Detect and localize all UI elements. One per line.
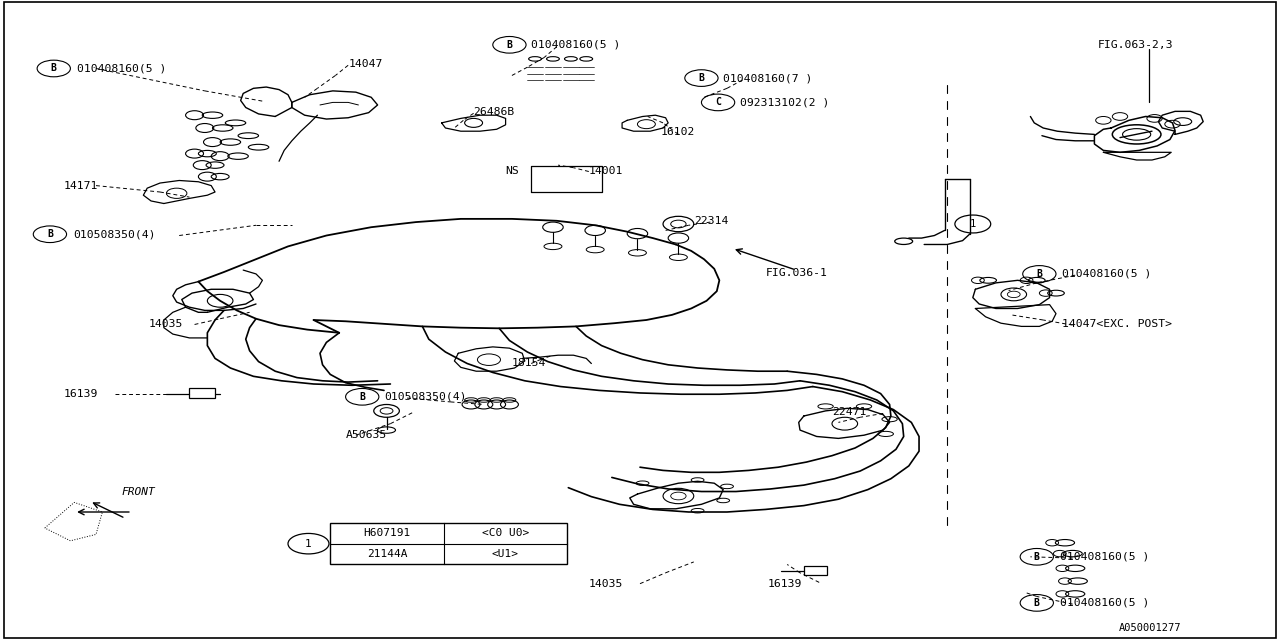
Text: 1: 1: [970, 219, 975, 229]
Text: A050001277: A050001277: [1119, 623, 1181, 634]
Text: 010408160(5 ): 010408160(5 ): [77, 63, 166, 74]
Text: 010508350(4): 010508350(4): [73, 229, 155, 239]
Text: C: C: [716, 97, 721, 108]
Text: FIG.036-1: FIG.036-1: [765, 268, 827, 278]
Text: 16102: 16102: [660, 127, 695, 138]
Text: 14035: 14035: [589, 579, 623, 589]
Text: B: B: [47, 229, 52, 239]
Text: B: B: [360, 392, 365, 402]
Text: 010408160(5 ): 010408160(5 ): [1060, 552, 1149, 562]
Text: 21144A: 21144A: [367, 549, 407, 559]
Bar: [330, 523, 567, 564]
Text: 010408160(5 ): 010408160(5 ): [531, 40, 621, 50]
Text: 092313102(2 ): 092313102(2 ): [740, 97, 829, 108]
Text: 010408160(5 ): 010408160(5 ): [1060, 598, 1149, 608]
Text: 010408160(5 ): 010408160(5 ): [1062, 269, 1152, 279]
Text: 14047<EXC. POST>: 14047<EXC. POST>: [1062, 319, 1172, 329]
Text: 22314: 22314: [694, 216, 728, 226]
Text: <C0 U0>: <C0 U0>: [481, 528, 529, 538]
Text: 14035: 14035: [148, 319, 183, 329]
Text: FRONT: FRONT: [122, 487, 155, 497]
Text: 010408160(7 ): 010408160(7 ): [723, 73, 813, 83]
Text: 010508350(4): 010508350(4): [384, 392, 466, 402]
Text: 14171: 14171: [64, 180, 99, 191]
Bar: [804, 566, 827, 575]
Text: B: B: [699, 73, 704, 83]
Text: B: B: [1037, 269, 1042, 279]
Text: 14001: 14001: [589, 166, 623, 176]
Text: 16139: 16139: [768, 579, 803, 589]
Text: A50635: A50635: [346, 430, 387, 440]
Bar: [189, 388, 215, 398]
Text: 18154: 18154: [512, 358, 547, 368]
Text: 26486B: 26486B: [474, 107, 515, 117]
Text: B: B: [1034, 598, 1039, 608]
Text: 14047: 14047: [348, 59, 383, 69]
Text: B: B: [507, 40, 512, 50]
Text: 22471: 22471: [832, 407, 867, 417]
Text: <U1>: <U1>: [492, 549, 518, 559]
Text: B: B: [51, 63, 56, 74]
Text: H607191: H607191: [364, 528, 411, 538]
Text: B: B: [1034, 552, 1039, 562]
Text: 1: 1: [305, 539, 312, 548]
Text: NS: NS: [506, 166, 520, 176]
Text: 16139: 16139: [64, 388, 99, 399]
Text: FIG.063-2,3: FIG.063-2,3: [1098, 40, 1174, 50]
